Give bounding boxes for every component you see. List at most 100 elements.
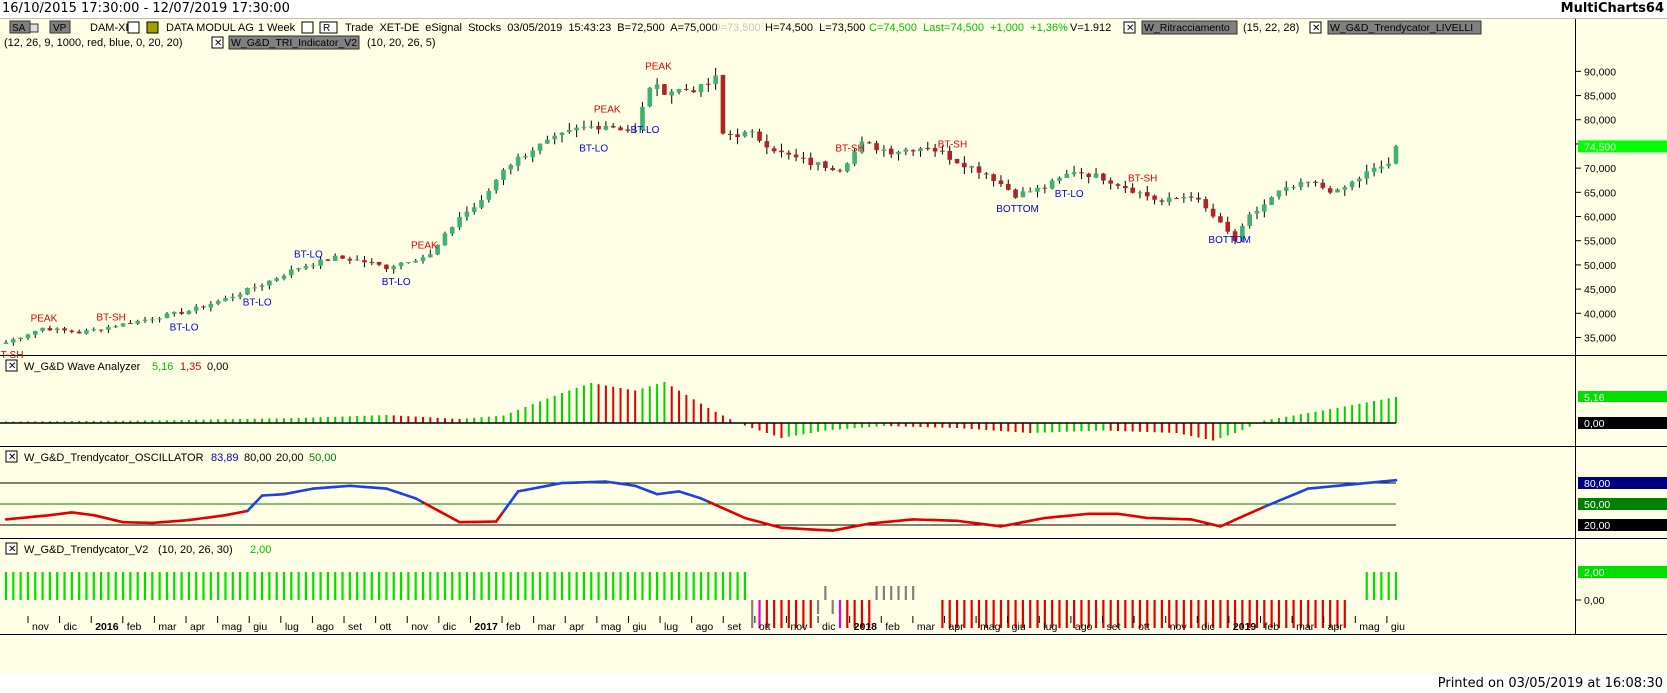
candle-body (252, 287, 258, 289)
candle-body (808, 157, 814, 166)
candle-body (793, 154, 799, 158)
close-indicator-2-button[interactable] (1309, 21, 1322, 34)
candle-body (523, 156, 528, 158)
candle-body (318, 259, 323, 266)
candle-body (1071, 172, 1077, 175)
x-tick-label: nov (32, 621, 50, 633)
osc-level-badge (1578, 477, 1667, 489)
candle-body (1276, 190, 1282, 197)
x-tick-label: ott (380, 621, 392, 633)
candle-body (1313, 181, 1318, 183)
candle-body (501, 169, 506, 180)
close-trend-button[interactable] (5, 542, 18, 555)
candle-body (420, 257, 426, 261)
sa-button[interactable]: SA (12, 23, 26, 34)
x-tick-label: giu (253, 621, 267, 633)
annotation-label: BT-LO (630, 125, 659, 136)
osc-segment (1255, 505, 1266, 512)
candle-body (157, 318, 162, 320)
symbol-dropdown[interactable] (127, 21, 140, 34)
x-tick-label: giu (632, 621, 646, 633)
period-dropdown[interactable] (301, 21, 314, 34)
osc-segment (699, 497, 710, 503)
candle-body (267, 280, 272, 286)
osc-segment (714, 503, 725, 510)
candle-body (1166, 197, 1172, 203)
x-tick-label: mar (917, 621, 936, 633)
x-tick-label: lug (1043, 621, 1057, 633)
candle-body (896, 151, 901, 155)
wave-value-2: 1,35 (180, 361, 201, 373)
price-annotations: BT-SH PEAK BT-SH BT-LO BT-LO BT-LO BT-LO PEAK BT… (0, 62, 1251, 361)
close-indicator-3-button[interactable] (211, 36, 224, 49)
candle-body (1188, 196, 1194, 198)
price-tick-label: 85,000 (1584, 91, 1616, 103)
osc-segment (502, 500, 513, 513)
osc-segment (246, 501, 257, 513)
candle-body (486, 191, 492, 200)
candle-body (1123, 186, 1128, 189)
candle-body (984, 173, 989, 175)
candle-body (991, 174, 996, 181)
close-icon: ✕ (8, 452, 16, 463)
close-indicator-1-button[interactable] (1123, 21, 1136, 34)
candle-body (1049, 180, 1055, 189)
candle-body (1218, 216, 1223, 223)
osc-segment (641, 487, 652, 493)
period-label: 1 Week (258, 22, 296, 34)
mode-button[interactable]: R (323, 23, 330, 34)
annotation-label: BT-LO (382, 277, 411, 288)
x-tick-label: set (727, 621, 741, 633)
x-tick-label: ago (316, 621, 334, 633)
volume-value: V=1.912 (1070, 22, 1111, 34)
price-tick-label: 65,000 (1584, 187, 1616, 199)
osc-segment (1241, 512, 1251, 518)
symbol-color-box (146, 21, 159, 34)
osc-segment (494, 510, 505, 523)
candle-body (1159, 200, 1165, 202)
candle-body (128, 323, 133, 325)
osc-segment (707, 500, 717, 507)
candle-body (3, 342, 9, 344)
candle-body (720, 74, 726, 134)
candle-body (1079, 172, 1084, 174)
candle-body (1130, 187, 1135, 193)
candle-body (479, 199, 484, 208)
candle-body (1298, 181, 1304, 188)
candle-body (11, 339, 16, 343)
candle-body (113, 326, 119, 328)
trend-axis: 2,00 0,00 (1576, 566, 1667, 607)
close-icon: ✕ (1126, 23, 1134, 34)
close-wave-button[interactable] (5, 359, 18, 372)
candle-body (1335, 189, 1340, 193)
indicator-1-params: (15, 22, 28) (1243, 22, 1299, 34)
candle-body (515, 156, 521, 166)
candle-body (581, 127, 587, 129)
candle-body (62, 328, 67, 331)
close-icon: ✕ (214, 38, 222, 49)
price-tick-label: 35,000 (1584, 332, 1616, 344)
close-osc-button[interactable] (5, 450, 18, 463)
candle-body (1291, 187, 1296, 189)
last-price-badge (1578, 140, 1667, 153)
wave-value-1: 5,16 (152, 361, 173, 373)
price-tick-label: 45,000 (1584, 284, 1616, 296)
candle-body (976, 166, 982, 173)
candle-body (1386, 163, 1391, 167)
osc-segment (509, 490, 520, 503)
candle-body (362, 260, 367, 263)
indicator-1-name: W_Ritracciamento (1144, 22, 1230, 34)
candle-body (1115, 184, 1121, 186)
x-tick-label: ott (759, 621, 771, 633)
annotation-label: BT-SH (96, 313, 125, 324)
candle-body (632, 130, 638, 132)
vp-button[interactable]: VP (53, 23, 67, 34)
candle-body (201, 306, 206, 308)
trend-histogram (4, 572, 1398, 628)
chart-area[interactable]: SA VP DAM-XET DATA MODUL AG 1 Week R Tra… (0, 19, 1667, 674)
candle-body (669, 91, 675, 96)
osc-segment (1226, 518, 1237, 525)
candle-body (376, 261, 382, 265)
candle-body (537, 143, 543, 151)
x-tick-label: nov (411, 621, 429, 633)
